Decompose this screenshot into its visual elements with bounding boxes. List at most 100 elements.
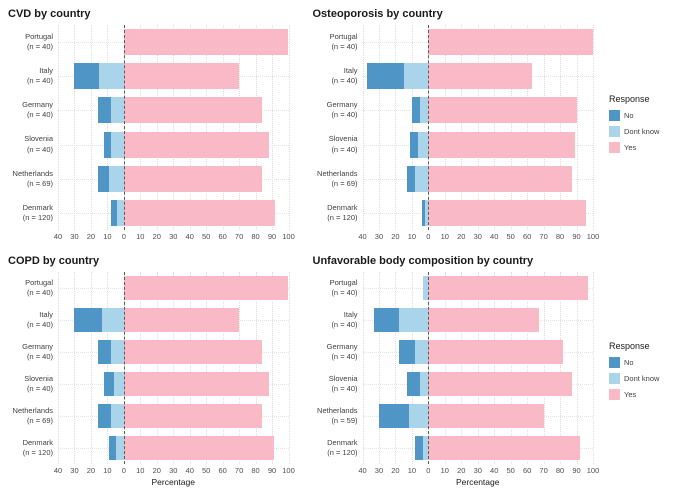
x-tick-label: 100 [282,466,295,475]
y-axis-label: Germany (n = 40) [326,341,358,361]
x-tick-label: 70 [539,232,548,241]
x-tick-label: 30 [473,466,482,475]
bar-row [363,93,594,127]
y-axis-label: Germany (n = 40) [22,100,53,120]
bar-row [363,59,594,93]
bar-segment-dont-know [110,97,124,124]
legend-swatch-dont-know [609,373,620,384]
bar-row [363,196,594,230]
bar-segment-no [411,97,421,124]
x-axis-title: Percentage [456,477,500,487]
gridline [444,272,446,464]
bar-segment-dont-know [398,307,429,333]
bar-segment-yes [123,435,274,461]
x-tick-label: 30 [169,466,178,475]
x-tick-label: 20 [391,232,400,241]
chart-body: Portugal (n = 40) Italy (n = 40) Germany (n =… [311,25,608,230]
zero-reference-line [428,25,430,230]
x-tick-label: 40 [358,466,367,475]
gridline [395,272,397,464]
x-tick-label: 40 [490,232,499,241]
gridline [362,25,364,230]
x-tick-label: 0 [426,466,431,475]
chart-body-composition: Unfavorable body composition by country … [305,247,610,494]
x-tick-label: 80 [251,466,260,475]
x-tick-label: 40 [53,466,63,475]
gridline [576,25,578,230]
plot-area [362,25,594,230]
gridline [239,25,241,230]
bar-segment-yes [123,131,269,158]
bar-segment-dont-know [415,339,429,365]
legend: Response No Dont know Yes [609,247,673,494]
x-tick-label: 50 [202,466,211,475]
legend-title: Response [609,341,650,351]
gridline [189,25,191,230]
gridline [272,25,274,230]
gridline [288,25,290,230]
gridline [543,272,545,464]
y-axis-label: Portugal (n = 40) [329,31,358,52]
x-tick-label: 60 [522,466,532,475]
x-tick-label: 90 [267,232,277,241]
x-tick-label: 10 [407,232,417,241]
bar-segment-dont-know [425,199,429,226]
bar-segment-no [97,165,110,192]
y-axis-label: Germany (n = 40) [22,341,53,361]
bar-segment-no [421,199,426,226]
gridline [255,272,257,464]
bar-segment-no [109,435,116,461]
gridline [560,25,562,230]
x-tick-label: 30 [169,232,178,241]
x-tick-label: 40 [358,232,367,241]
bar-segment-no [415,435,424,461]
x-tick-label: 0 [121,466,126,475]
x-tick-label: 90 [572,466,581,475]
y-axis-label: Italy (n = 40) [331,66,358,86]
bar-segment-dont-know [113,371,124,397]
gridline [477,25,479,230]
gridline [411,25,413,230]
bar-segment-no [410,131,419,158]
bar-segment-dont-know [408,403,429,429]
y-axis-label: Portugal (n = 40) [25,31,53,52]
bar-row [58,304,289,336]
gridline [189,272,191,464]
y-axis-label: Italy (n = 40) [26,66,53,86]
gridline [362,272,364,464]
legend-label-no: No [624,111,634,120]
gridline [477,272,479,464]
chart-title: COPD by country [8,255,100,267]
x-tick-label: 50 [506,232,515,241]
legend-item-yes: Yes [609,142,671,153]
x-tick-label: 40 [185,232,194,241]
bar-segment-dont-know [110,339,124,365]
x-axis-ticks: 40 30 20 10 0 10 20 30 40 50 60 70 80 90 100 [54,230,295,243]
x-tick-label: 100 [586,232,600,241]
gridline [173,272,175,464]
x-tick-label: 100 [282,232,295,241]
bar-segment-dont-know [423,435,429,461]
bar-segment-dont-know [423,275,429,301]
chart-body: Portugal (n = 40) Italy (n = 40) Germany (n =… [6,25,303,230]
x-tick-label: 20 [152,232,161,241]
x-tick-label: 20 [152,466,161,475]
bar-segment-yes [123,29,289,56]
x-tick-label: 60 [218,232,227,241]
bar-segment-no [104,131,111,158]
y-axis-label: Denmark (n = 120) [327,437,358,457]
bar-segment-no [74,63,100,90]
gridline [272,272,274,464]
x-tick-label: 30 [70,466,79,475]
bar-row [58,59,289,93]
bar-row [363,304,594,336]
bar-segment-no [406,165,416,192]
bar-row [58,25,289,59]
legend-item-dont-know: Dont know [609,126,671,137]
gridline [156,272,158,464]
legend-item-dont-know: Dont know [609,373,671,384]
chart-title: CVD by country [8,8,91,20]
y-axis-label: Slovenia (n = 40) [328,134,358,154]
gridline [593,25,594,230]
x-tick-label: 30 [374,466,384,475]
